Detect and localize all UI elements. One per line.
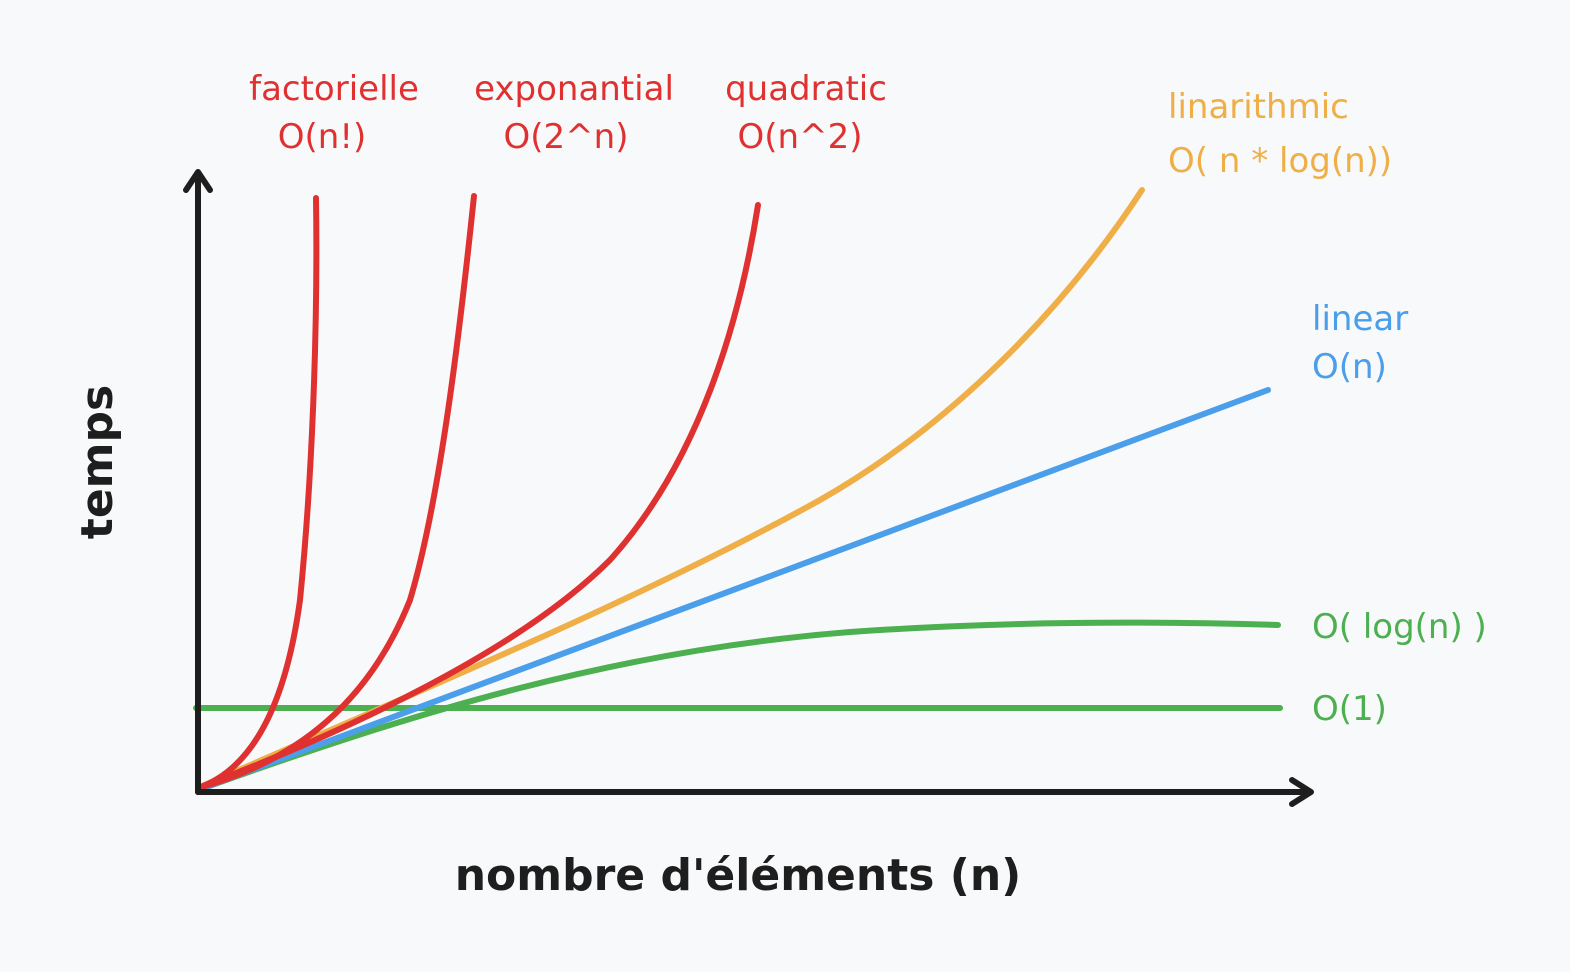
logarithmic-notation-label: O( log(n) ) [1312, 607, 1487, 647]
y-axis-title: temps [72, 385, 123, 539]
linearithmic-name-label: linarithmic [1168, 87, 1349, 127]
linear-curve [195, 387, 1271, 793]
quadratic-curve [195, 202, 761, 791]
linearithmic-notation-label: O( n * log(n)) [1168, 141, 1392, 181]
factorial-name-label: factorielle [249, 69, 419, 109]
exponential-notation-label: O(2^n) [504, 117, 629, 157]
constant-notation-label: O(1) [1312, 689, 1387, 729]
logarithmic-curve [195, 619, 1281, 793]
x-axis-title: nombre d'éléments (n) [455, 850, 1022, 901]
x-axis-arrowhead [1289, 777, 1314, 807]
linear-name-label: linear [1312, 299, 1408, 339]
quadratic-notation-label: O(n^2) [738, 117, 863, 157]
exponential-curve [195, 193, 477, 791]
linear-notation-label: O(n) [1312, 347, 1387, 387]
quadratic-name-label: quadratic [725, 69, 887, 109]
factorial-notation-label: O(n!) [278, 117, 366, 157]
factorial-curve [195, 195, 320, 791]
exponential-name-label: exponantial [474, 69, 674, 109]
y-axis-arrowhead [183, 169, 213, 193]
